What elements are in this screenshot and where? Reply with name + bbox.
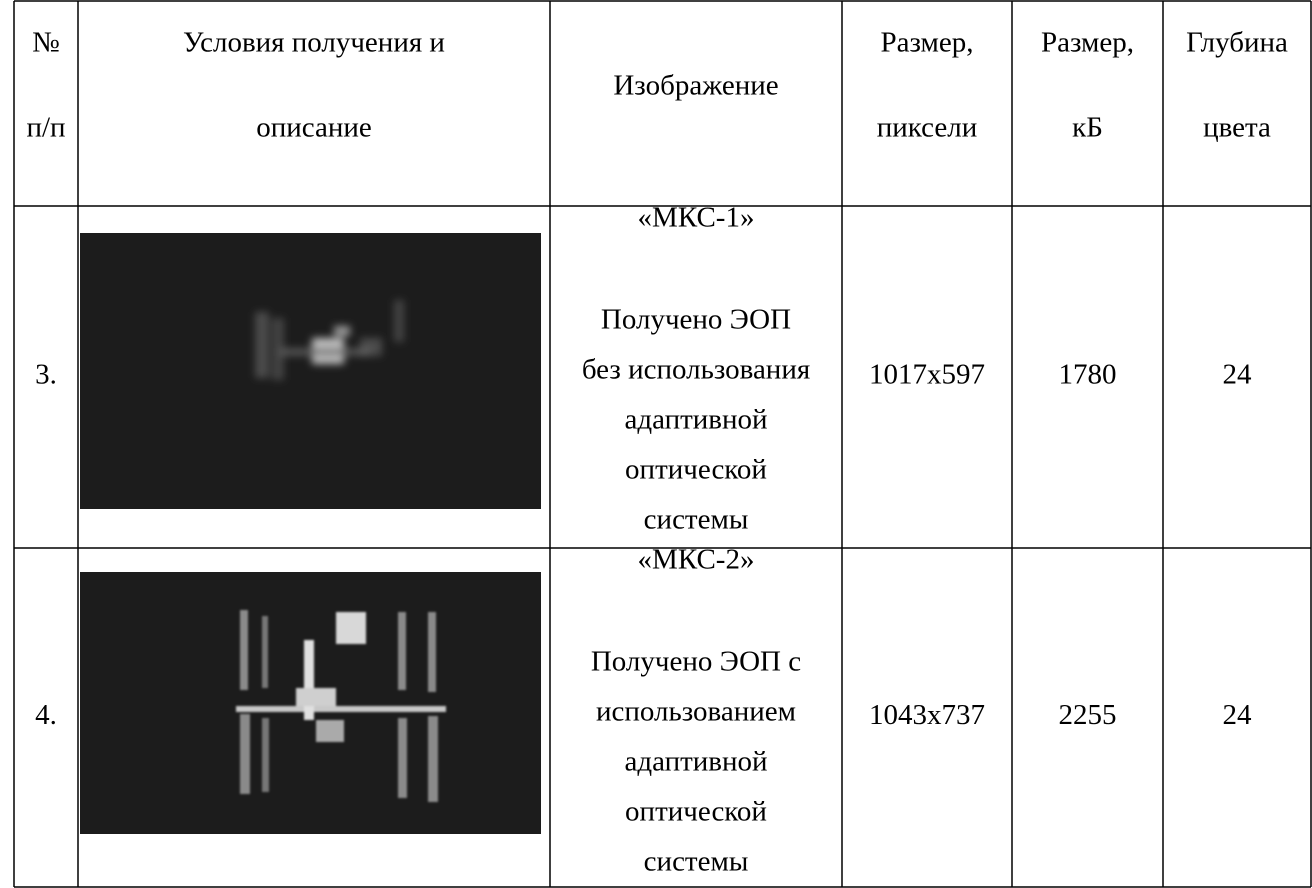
header-text: цвета — [1203, 112, 1271, 144]
document-table: № п/п Условия получения и описание Изображен… — [0, 0, 1312, 888]
image-iss-2 — [80, 572, 541, 834]
image-description: оптической — [625, 454, 767, 486]
pixel-size: 1043x737 — [869, 699, 985, 731]
header-text: Условия получения и — [183, 27, 445, 59]
file-size: 2255 — [1059, 699, 1117, 731]
image-description: оптической — [625, 796, 767, 828]
header-text: пиксели — [877, 112, 978, 144]
file-size: 1780 — [1059, 359, 1117, 391]
image-title: «МКС-1» — [638, 202, 755, 234]
image-iss-1 — [80, 233, 541, 509]
header-text: п/п — [26, 112, 65, 144]
image-description: Получено ЭОП с — [591, 646, 801, 678]
color-depth: 24 — [1223, 359, 1253, 391]
image-description: адаптивной — [624, 404, 767, 436]
image-description: системы — [644, 504, 749, 536]
header-text: описание — [256, 112, 372, 144]
image-description: системы — [644, 846, 749, 878]
header-text: Глубина — [1186, 27, 1288, 59]
image-description: адаптивной — [624, 746, 767, 778]
header-text: кБ — [1072, 112, 1103, 144]
pixel-size: 1017x597 — [869, 359, 985, 391]
image-description: Получено ЭОП — [601, 304, 791, 336]
color-depth: 24 — [1223, 699, 1253, 731]
image-title: «МКС-2» — [638, 544, 755, 576]
header-text: Изображение — [613, 70, 778, 102]
header-text: Размер, — [880, 27, 973, 59]
header-text: № — [32, 27, 60, 59]
image-description: использованием — [596, 696, 796, 728]
row-number: 4. — [35, 699, 57, 731]
image-description: без использования — [582, 354, 810, 386]
header-text: Размер, — [1041, 27, 1134, 59]
row-number: 3. — [35, 359, 57, 391]
